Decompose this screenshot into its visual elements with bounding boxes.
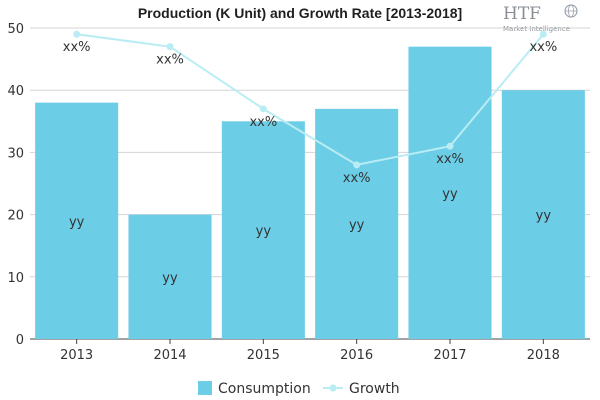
logo: HTF Market Intelligence bbox=[503, 4, 578, 33]
bar-data-label: yy bbox=[69, 215, 85, 230]
x-axis: 2013 2014 2015 2016 2017 2018 bbox=[60, 339, 560, 363]
growth-point bbox=[539, 30, 547, 38]
logo-text: HTF bbox=[503, 4, 541, 24]
y-axis: 0 10 20 30 40 50 bbox=[7, 22, 24, 348]
logo-subtitle: Market Intelligence bbox=[503, 25, 570, 33]
growth-data-label: xx% bbox=[529, 40, 557, 55]
line-series bbox=[73, 30, 547, 169]
y-tick-label: 40 bbox=[7, 84, 24, 99]
growth-data-label: xx% bbox=[249, 115, 277, 130]
bar-data-label: yy bbox=[536, 209, 552, 224]
growth-data-label: xx% bbox=[436, 152, 464, 167]
bar-data-label: yy bbox=[256, 224, 272, 239]
legend-marker-growth bbox=[329, 384, 337, 392]
legend: Consumption Growth bbox=[198, 381, 400, 397]
growth-data-label: xx% bbox=[343, 171, 371, 186]
bar bbox=[221, 121, 305, 339]
x-tick-label: 2016 bbox=[340, 348, 373, 363]
growth-point bbox=[259, 105, 267, 113]
bar bbox=[408, 46, 492, 339]
globe-icon bbox=[564, 4, 578, 18]
bar-series bbox=[35, 46, 585, 339]
legend-label-consumption: Consumption bbox=[218, 381, 311, 397]
bar-data-label: yy bbox=[162, 271, 178, 286]
bar-data-label: yy bbox=[442, 187, 458, 202]
growth-point bbox=[166, 43, 174, 51]
growth-data-label: xx% bbox=[63, 40, 91, 55]
y-tick-label: 10 bbox=[7, 271, 24, 286]
line-labels: xx% xx% xx% xx% xx% xx% bbox=[63, 40, 557, 186]
growth-point bbox=[446, 142, 454, 150]
x-tick-label: 2015 bbox=[247, 348, 280, 363]
bar bbox=[35, 102, 119, 339]
x-tick-label: 2018 bbox=[527, 348, 560, 363]
x-tick-label: 2013 bbox=[60, 348, 93, 363]
chart-title: Production (K Unit) and Growth Rate [201… bbox=[138, 5, 462, 21]
growth-point bbox=[353, 161, 361, 169]
growth-line bbox=[76, 33, 545, 166]
growth-data-label: xx% bbox=[156, 53, 184, 68]
y-tick-label: 50 bbox=[7, 22, 24, 37]
growth-point bbox=[73, 30, 81, 38]
bar bbox=[128, 214, 212, 339]
x-tick-label: 2014 bbox=[153, 348, 186, 363]
y-tick-label: 20 bbox=[7, 209, 24, 224]
x-tick-label: 2017 bbox=[433, 348, 466, 363]
bar-labels: yy yy yy yy yy yy bbox=[69, 187, 551, 286]
bar-data-label: yy bbox=[349, 218, 365, 233]
y-tick-label: 30 bbox=[7, 146, 24, 161]
y-tick-label: 0 bbox=[16, 333, 24, 348]
legend-swatch-consumption bbox=[198, 381, 212, 395]
bar bbox=[501, 90, 585, 339]
legend-label-growth: Growth bbox=[349, 381, 400, 397]
